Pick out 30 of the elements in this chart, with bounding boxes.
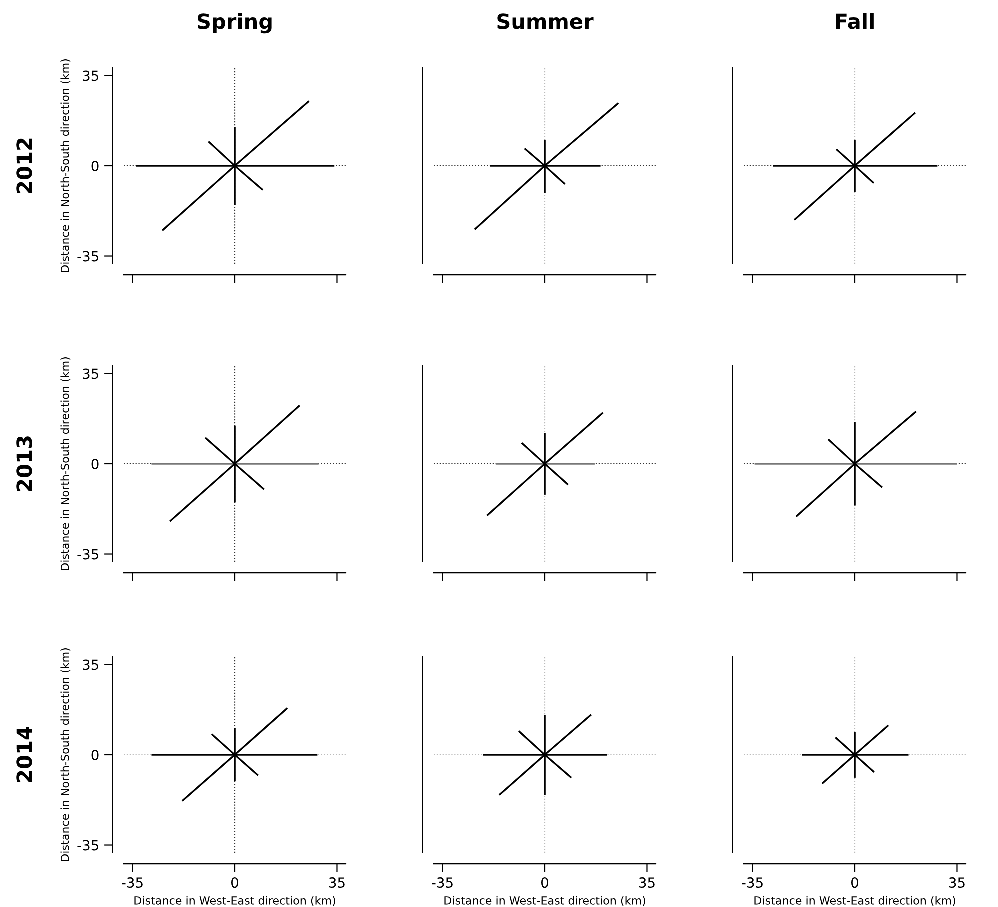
y-tick-label: 35 [83, 660, 98, 670]
y-tick-label: 35 [83, 70, 98, 82]
y-tick-label: -35 [78, 549, 98, 560]
y-axis-title: Distance in North-South direction (km) [60, 648, 71, 862]
y-tick-label: -35 [78, 251, 98, 262]
x-tick-label: 0 [231, 878, 238, 888]
y-tick-label: 0 [92, 750, 99, 760]
y-axis-title: Distance in North-South direction (km) [60, 60, 71, 272]
x-tick-label: 35 [949, 878, 965, 888]
x-tick-label: -35 [742, 878, 763, 888]
text: 2012 [16, 138, 32, 194]
x-tick-label: 0 [541, 878, 548, 888]
x-axis-title: Distance in West-East direction (km) [134, 896, 336, 906]
y-axis-title: Distance in North-South direction (km) [60, 358, 71, 570]
x-tick-label: 0 [851, 878, 858, 888]
y-tick-label: -35 [78, 840, 98, 851]
chart-title: Fall [836, 13, 874, 30]
chart-title: Summer [498, 14, 594, 30]
x-tick-label: 35 [329, 878, 345, 888]
x-tick-label: 35 [639, 878, 655, 888]
x-axis-title: Distance in West-East direction (km) [444, 896, 646, 906]
x-tick-label: -35 [122, 878, 143, 888]
y-tick-label: 0 [92, 160, 99, 172]
x-axis-title: Distance in West-East direction (km) [754, 896, 956, 906]
text: 2014 [16, 726, 32, 782]
y-tick-label: 35 [83, 368, 98, 380]
x-tick-label: -35 [432, 878, 453, 888]
chart-title: Spring [198, 13, 272, 34]
y-tick-label: 0 [92, 458, 99, 470]
text: 2013 [16, 436, 32, 492]
